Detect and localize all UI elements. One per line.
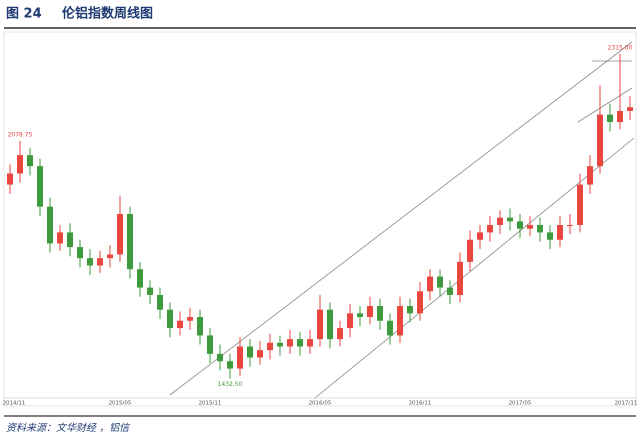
candle-body bbox=[567, 225, 573, 227]
candle-body bbox=[577, 184, 583, 226]
candle-body bbox=[497, 217, 503, 226]
candle-body bbox=[197, 317, 203, 336]
candle-body bbox=[47, 206, 53, 244]
x-tick-label: 2016/05 bbox=[309, 401, 332, 407]
price-annotation: 1432.50 bbox=[218, 381, 243, 388]
candle-body bbox=[557, 225, 563, 240]
candle-body bbox=[137, 269, 143, 288]
candle-body bbox=[177, 320, 183, 329]
candle-body bbox=[377, 306, 383, 321]
candle-body bbox=[527, 225, 533, 229]
candle-body bbox=[97, 258, 103, 266]
candle-body bbox=[317, 309, 323, 340]
candle-body bbox=[387, 320, 393, 336]
trend-line bbox=[577, 87, 633, 123]
trend-line bbox=[169, 41, 633, 396]
candle-body bbox=[367, 306, 373, 318]
candle-body bbox=[157, 294, 163, 310]
source-note: 资料来源：文华财经 ，铝信 bbox=[6, 422, 131, 434]
candle-body bbox=[617, 110, 623, 122]
candle-body bbox=[277, 342, 283, 347]
candle-body bbox=[417, 291, 423, 314]
candle-body bbox=[507, 217, 513, 222]
candle-body bbox=[397, 306, 403, 336]
candle-body bbox=[117, 214, 123, 255]
candle-body bbox=[167, 309, 173, 329]
candle-body bbox=[407, 306, 413, 314]
candle-body bbox=[437, 276, 443, 288]
x-tick-label: 2015/11 bbox=[199, 401, 222, 407]
candle-body bbox=[147, 287, 153, 295]
candle-body bbox=[467, 239, 473, 262]
candle-body bbox=[607, 114, 613, 122]
candle-body bbox=[427, 276, 433, 292]
candle-body bbox=[227, 361, 233, 369]
chart-title: 伦铝指数周线图 bbox=[62, 6, 153, 22]
candle-body bbox=[627, 107, 633, 111]
candle-body bbox=[297, 339, 303, 347]
candle-body bbox=[27, 155, 33, 167]
price-annotation: 2315.00 bbox=[608, 44, 633, 51]
candle-body bbox=[57, 232, 63, 244]
candle-body bbox=[187, 317, 193, 321]
candle-body bbox=[287, 339, 293, 347]
candle-body bbox=[587, 166, 593, 185]
candle-body bbox=[37, 166, 43, 207]
candle-body bbox=[487, 225, 493, 233]
candle-body bbox=[87, 258, 93, 266]
candle-body bbox=[7, 173, 13, 185]
candle-body bbox=[307, 339, 313, 347]
x-tick-label: 2016/11 bbox=[409, 401, 432, 407]
candle-body bbox=[547, 232, 553, 240]
candle-body bbox=[457, 261, 463, 295]
plot-frame bbox=[3, 31, 637, 407]
x-tick-label: 2017/05 bbox=[509, 401, 532, 407]
candle-body bbox=[267, 342, 273, 351]
candle-body bbox=[247, 346, 253, 358]
candle-body bbox=[237, 346, 243, 369]
candle-body bbox=[17, 155, 23, 174]
candle-body bbox=[347, 313, 353, 329]
figure-label: 图 24 bbox=[6, 7, 42, 22]
candle-body bbox=[357, 313, 363, 318]
trend-line bbox=[314, 137, 635, 399]
candle-body bbox=[207, 335, 213, 354]
candle-body bbox=[537, 225, 543, 233]
x-tick-label: 2017/11 bbox=[615, 401, 638, 407]
candle-body bbox=[107, 254, 113, 259]
x-tick-label: 2015/05 bbox=[109, 401, 132, 407]
candle-body bbox=[447, 287, 453, 295]
candle-body bbox=[67, 232, 73, 248]
candle-body bbox=[337, 328, 343, 340]
candle-body bbox=[217, 353, 223, 362]
candle-body bbox=[257, 350, 263, 358]
candle-body bbox=[327, 309, 333, 340]
price-annotation: 2078.75 bbox=[8, 131, 33, 138]
candle-body bbox=[127, 214, 133, 270]
candle-body bbox=[517, 221, 523, 229]
candle-body bbox=[477, 232, 483, 240]
candle-body bbox=[77, 247, 83, 259]
candle-body bbox=[597, 114, 603, 167]
x-tick-label: 2014/11 bbox=[3, 401, 26, 407]
